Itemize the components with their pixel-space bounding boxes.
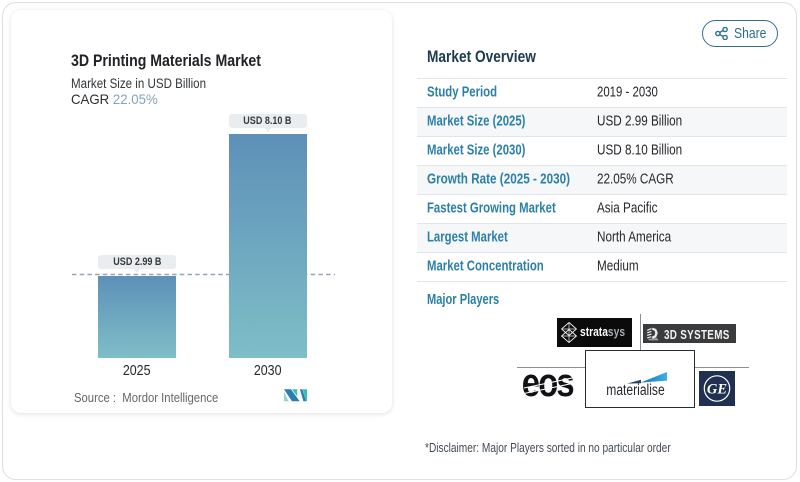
svg-text:GE: GE bbox=[707, 382, 727, 398]
